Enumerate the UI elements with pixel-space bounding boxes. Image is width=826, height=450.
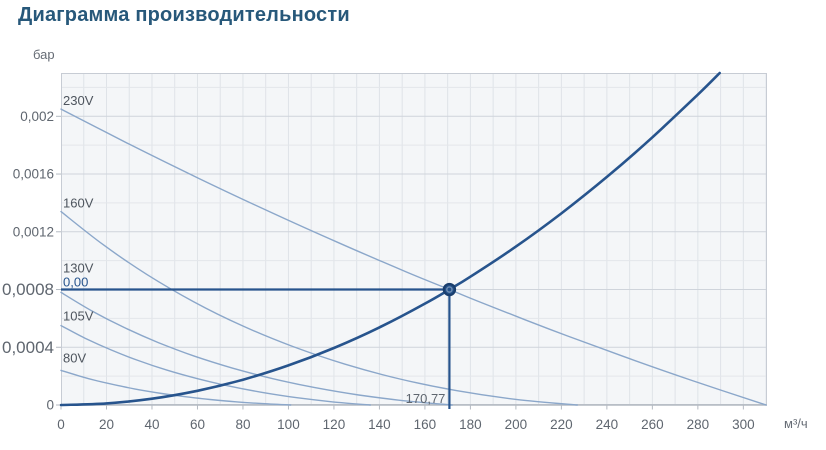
y-tick-label: 0,002	[20, 109, 54, 124]
operating-point-inner-ring	[446, 286, 453, 293]
operating-point-marker[interactable]	[442, 282, 457, 297]
y-tick-label: 0,0004	[2, 338, 54, 357]
x-axis-unit-label: м³/ч	[784, 416, 808, 431]
x-tick-label: 20	[99, 417, 114, 432]
y-tick-label: 0	[46, 398, 54, 413]
x-tick-label: 200	[505, 417, 528, 432]
x-tick-label: 260	[641, 417, 664, 432]
fan-curve-105V	[60, 324, 371, 406]
plot-area	[61, 73, 767, 405]
fan-curve-label-80V: 80V	[63, 350, 86, 365]
fan-curve-160V	[60, 210, 578, 406]
x-tick-label: 240	[596, 417, 619, 432]
fan-curve-label-230V: 230V	[63, 93, 94, 108]
operating-point-y-label: 0,00	[63, 275, 88, 290]
x-tick-label: 160	[414, 417, 437, 432]
fan-curve-label-105V: 105V	[63, 309, 94, 324]
system-curve	[59, 71, 721, 407]
y-tick-label: 0,0016	[13, 167, 54, 182]
x-tick-label: 60	[190, 417, 205, 432]
x-tick-label: 180	[459, 417, 482, 432]
y-tick-label: 0,0012	[13, 224, 54, 239]
fan-curve-label-160V: 160V	[63, 196, 94, 211]
fan-curve-130V	[60, 291, 453, 406]
page-title: Диаграмма производительности	[18, 4, 350, 26]
operating-point-outer-circle	[442, 282, 457, 297]
x-tick-label: 220	[550, 417, 573, 432]
plot-group: 0 20 40 60 80 100 120 140 160 180 200 220 240 260 280 3…	[2, 71, 767, 432]
y-axis-unit-label: бар	[33, 47, 55, 62]
x-tick-label: 100	[277, 417, 300, 432]
x-tick-label: 280	[687, 417, 710, 432]
x-tick-label: 40	[144, 417, 159, 432]
x-tick-label: 300	[732, 417, 755, 432]
x-tick-label: 80	[235, 417, 250, 432]
x-tick-label: 0	[57, 417, 65, 432]
fan-curve-230V	[60, 108, 767, 406]
x-tick-label: 140	[368, 417, 391, 432]
fan-curve-label-130V: 130V	[63, 260, 94, 275]
y-tick-label: 0,0008	[2, 280, 54, 299]
operating-point-x-label: 170,77	[406, 391, 446, 406]
x-tick-label: 120	[323, 417, 346, 432]
fan-curve-80V	[60, 369, 292, 406]
